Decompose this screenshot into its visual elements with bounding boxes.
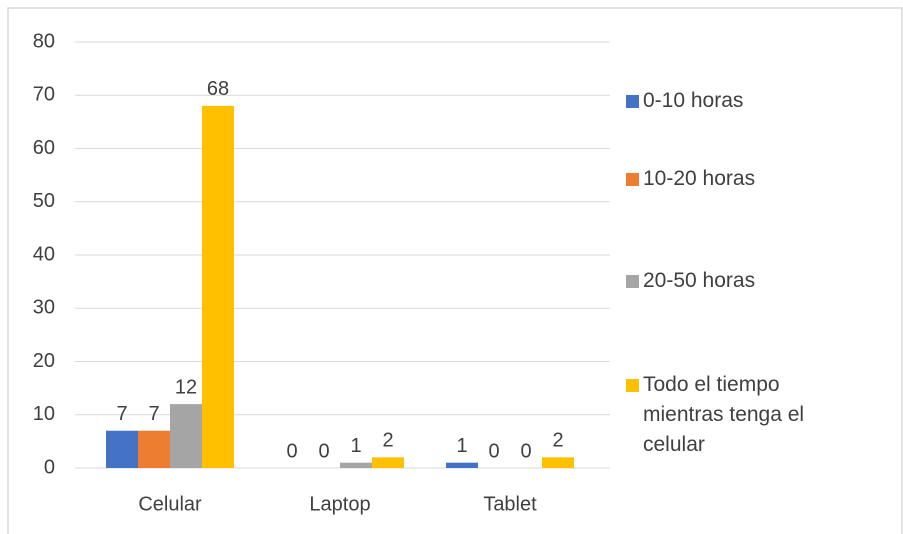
y-tick-label: 60 <box>33 137 55 159</box>
legend-swatch <box>626 379 639 392</box>
data-label: 1 <box>456 435 467 457</box>
legend-label: 10-20 horas <box>643 167 756 190</box>
data-label: 12 <box>175 376 197 398</box>
x-tick-label: Celular <box>138 493 202 515</box>
y-tick-label: 10 <box>33 403 55 425</box>
legend-item: 10-20 horas <box>626 164 856 194</box>
bar <box>202 105 234 469</box>
bar <box>340 462 372 468</box>
legend-swatch <box>626 95 639 108</box>
y-tick-label: 70 <box>33 84 55 106</box>
legend-label: 20-50 horas <box>643 269 756 292</box>
x-tick-label: Laptop <box>309 493 370 515</box>
bar <box>138 430 170 468</box>
chart-border <box>7 7 903 534</box>
data-label: 7 <box>148 403 159 425</box>
bar <box>542 457 574 468</box>
data-label: 1 <box>350 435 361 457</box>
data-label: 0 <box>520 440 531 462</box>
data-label: 68 <box>207 78 229 100</box>
y-tick-label: 80 <box>33 30 55 52</box>
y-tick-label: 30 <box>33 297 55 319</box>
y-tick-label: 0 <box>44 456 55 478</box>
bar <box>106 430 138 468</box>
legend-swatch <box>626 173 639 186</box>
legend-item: 20-50 horas <box>626 266 856 296</box>
data-label: 0 <box>318 440 329 462</box>
legend-item: Todo el tiempo mientras tenga el celular <box>626 370 856 460</box>
legend-label: Todo el tiempo mientras tenga el celular <box>643 373 805 456</box>
x-tick-label: Tablet <box>483 493 537 515</box>
y-tick-label: 20 <box>33 350 55 372</box>
y-tick-label: 40 <box>33 243 55 265</box>
bar <box>446 462 478 468</box>
data-label: 0 <box>488 440 499 462</box>
legend-item: 0-10 horas <box>626 86 856 116</box>
data-label: 7 <box>116 403 127 425</box>
data-label: 2 <box>382 430 393 452</box>
legend-label: 0-10 horas <box>643 89 744 112</box>
y-tick-label: 50 <box>33 190 55 212</box>
legend-swatch <box>626 275 639 288</box>
data-label: 2 <box>552 430 563 452</box>
bar <box>170 404 202 468</box>
data-label: 0 <box>286 440 297 462</box>
bar <box>372 457 404 468</box>
